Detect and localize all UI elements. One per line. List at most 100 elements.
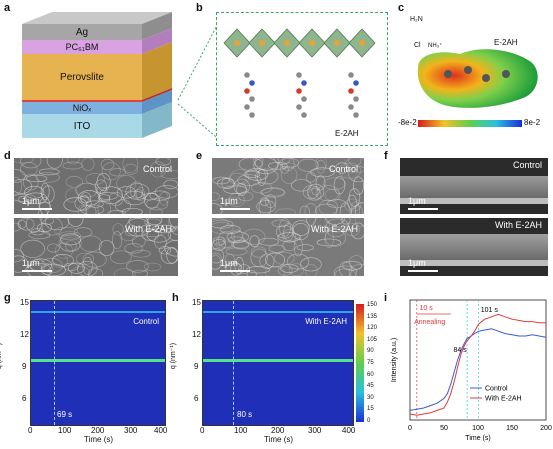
panel-label-i: i (384, 292, 388, 304)
sem-f-control-tag: Control (512, 160, 542, 170)
heatmap-g-ytick-9: 9 (22, 362, 27, 371)
nh-label: NH₃⁺ (428, 43, 443, 49)
sem-grain (100, 158, 115, 171)
sem-grain (296, 244, 314, 251)
sem-grain (67, 262, 86, 274)
sem-grain (300, 257, 322, 272)
sem-grain (14, 249, 25, 263)
sem-grain (324, 188, 341, 202)
sem-grain (85, 173, 105, 185)
sem-grain (65, 176, 84, 188)
sem-grain (215, 236, 225, 246)
sem-grain (232, 239, 250, 250)
sem-grain (17, 219, 27, 229)
lead-atom (334, 40, 340, 46)
sem-grain (245, 168, 269, 181)
heatmap-h: q (nm⁻¹) With E-2AH 80 s 15 12 9 6 0 100… (170, 292, 384, 444)
sem-d-control-scale: 1μm (22, 196, 40, 206)
colorbar-tick: 90 (367, 348, 374, 355)
sem-grain (350, 222, 364, 240)
sem-grain (99, 186, 123, 205)
sem-grain (130, 249, 151, 258)
heatmap-g-ytick-15: 15 (20, 298, 29, 307)
sem-grain (94, 179, 108, 194)
x-axis-label: Time (s) (465, 435, 490, 442)
sem-grain (333, 176, 346, 195)
colorbar-tick: 60 (367, 371, 374, 378)
heatmap-h-ytick-6: 6 (194, 394, 199, 403)
sem-e-control-scale: 1μm (220, 196, 238, 206)
sem-grain (279, 162, 297, 170)
heatmap-h-ytick-9: 9 (194, 362, 199, 371)
heatmap-g-time: 69 s (57, 410, 73, 419)
sem-f-e2ah-scale: 1μm (408, 258, 426, 268)
sem-grain (250, 246, 267, 258)
sem-grain (95, 186, 108, 194)
sem-grain (65, 188, 79, 203)
sem-grain (249, 235, 260, 248)
sem-grain (233, 178, 250, 195)
molecule-atom (301, 112, 307, 118)
sem-d-e2ah-tag: With E-2AH (124, 224, 172, 234)
heatmap-g-xtick-100: 100 (58, 426, 72, 435)
sem-grain (253, 158, 264, 168)
x-tick-label: 200 (540, 425, 552, 432)
sem-grain (121, 207, 143, 214)
sem-grain (77, 261, 98, 276)
sem-grain (279, 218, 291, 237)
panel-label-b: b (196, 2, 203, 14)
molecule-atom (244, 104, 250, 110)
layer-ag-label: Ag (75, 26, 89, 38)
sem-grain (277, 266, 293, 276)
heatmap-g-xtick-300: 300 (124, 426, 138, 435)
sem-grain (297, 158, 319, 172)
sem-grain (347, 194, 357, 210)
sem-grain (212, 252, 223, 270)
sem-grain (80, 195, 89, 204)
sem-grain (350, 201, 360, 214)
sem-grain (65, 240, 77, 252)
colorbar-tick: 75 (367, 360, 374, 366)
panel-label-c: c (398, 2, 405, 14)
sem-grain (299, 205, 311, 214)
sem-grain (18, 218, 35, 231)
sem-grain (158, 246, 172, 255)
sem-grain (14, 169, 26, 183)
sem-grain (212, 219, 234, 229)
scale-bar (220, 208, 250, 210)
sem-grain (47, 243, 60, 253)
sem-grain (62, 161, 83, 170)
heatmap-h-xtick-400: 400 (342, 426, 356, 435)
heatmap-g-plot: Control 69 s (30, 300, 166, 426)
sem-grain (271, 219, 289, 228)
sem-grain (318, 199, 339, 214)
sem-grain (79, 235, 103, 252)
sem-grain (231, 229, 243, 242)
sem-grain (243, 170, 261, 178)
sem-grain (238, 158, 263, 171)
sem-grain (264, 266, 285, 276)
sem-grain (348, 158, 362, 167)
time-84-label: 84 s (454, 347, 468, 354)
heatmap-h-time: 80 s (237, 410, 253, 419)
heatmap-g-tag: Control (133, 317, 159, 326)
sem-grain (28, 230, 51, 240)
sem-grain (142, 230, 163, 238)
sem-f-control-scale: 1μm (408, 196, 426, 206)
sem-grain (58, 231, 82, 240)
sem-grain (23, 173, 39, 191)
sem-grain (115, 199, 131, 213)
molecule-atom (249, 80, 255, 86)
colorbar-tick: 135 (367, 313, 378, 320)
sem-grain (30, 228, 45, 236)
legend-label: Control (485, 386, 508, 393)
lead-atom (309, 40, 315, 46)
sem-grain (35, 172, 60, 183)
sem-grain (312, 218, 330, 234)
sem-grain (275, 208, 297, 214)
device-stack: Ag PC₆₁BM Perovslite NiOₓ ITO (12, 8, 182, 148)
sem-grain (265, 252, 286, 268)
sem-grain (305, 264, 318, 276)
sem-grain (74, 196, 92, 211)
sem-grain (259, 253, 275, 269)
